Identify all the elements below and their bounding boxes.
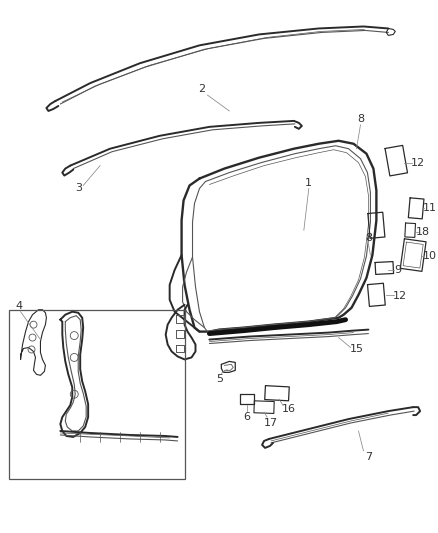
- Text: 2: 2: [198, 84, 205, 94]
- Text: 16: 16: [282, 404, 296, 414]
- Text: 18: 18: [416, 227, 430, 237]
- Text: 9: 9: [395, 265, 402, 275]
- Text: 8: 8: [365, 233, 372, 243]
- Text: 12: 12: [411, 158, 425, 168]
- Text: 5: 5: [216, 374, 223, 384]
- Text: 12: 12: [393, 291, 407, 301]
- Text: 11: 11: [423, 204, 437, 213]
- Text: 1: 1: [305, 177, 312, 188]
- Text: 10: 10: [423, 251, 437, 261]
- Text: 6: 6: [244, 412, 251, 422]
- Text: 17: 17: [264, 418, 278, 428]
- Text: 7: 7: [365, 452, 372, 462]
- Text: 15: 15: [350, 344, 364, 354]
- Text: 3: 3: [75, 183, 82, 193]
- Text: 8: 8: [357, 114, 364, 124]
- Text: 4: 4: [15, 301, 22, 311]
